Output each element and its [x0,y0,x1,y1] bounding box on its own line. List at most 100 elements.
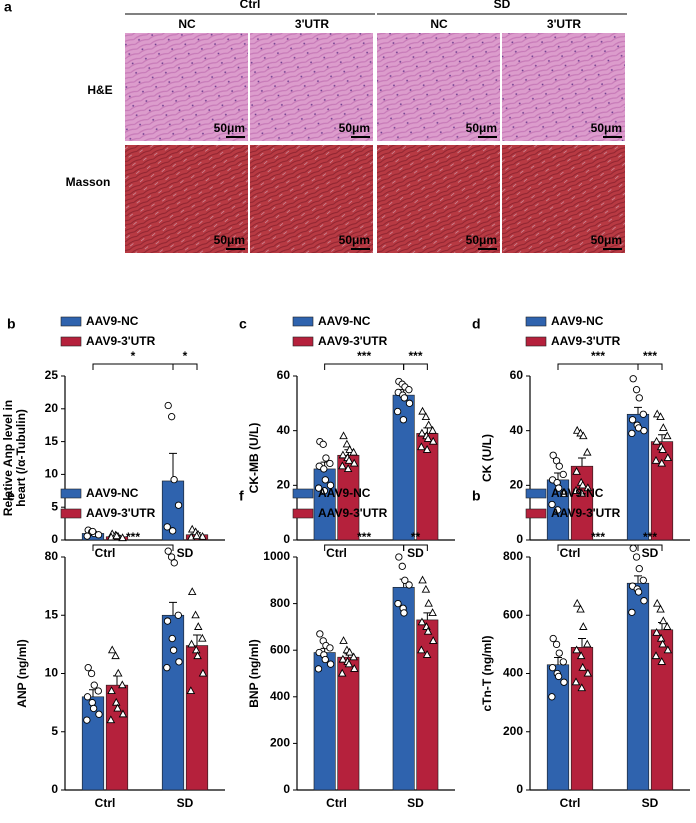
data-point [554,672,563,681]
data-point [400,394,408,402]
data-point [405,386,413,394]
x-tick-label: Ctrl [560,546,581,560]
significance-bracket [403,544,428,551]
data-point [88,698,96,707]
y-tick-label: 0 [516,532,523,546]
y-tick-label: 400 [503,666,523,680]
data-point [83,716,91,724]
bar-chart: b AAV9-NC AAV9-3'UTR Relative Anp level in h… [1,314,225,560]
y-axis-label: CK (U/L) [480,434,494,482]
data-point [559,470,567,479]
scale-bar-label: 50μm [466,233,497,247]
x-tick-label: SD [642,546,659,560]
legend-swatch [60,316,82,327]
significance-label: *** [357,349,371,363]
data-point [90,681,98,689]
data-point [320,465,328,473]
data-point [175,658,183,666]
error-bar [658,434,666,442]
legend-label: AAV9-3'UTR [86,334,156,348]
data-point [571,677,581,686]
data-point [632,386,641,394]
y-tick-label: 200 [270,736,290,750]
significance-bracket [557,363,639,370]
data-point [656,604,665,613]
y-tick-label: 40 [510,423,524,437]
data-point [572,645,581,654]
data-point [583,483,593,492]
data-point [428,425,437,434]
data-point [113,703,122,712]
x-tick-label: SD [407,546,424,560]
micrograph [250,33,373,141]
data-point [107,686,116,695]
data-point [635,394,643,402]
significance-bracket [637,363,663,370]
error-bar [169,601,177,616]
data-point [549,634,557,643]
bar-chart: b AAV9-NC AAV9-3'UTR cTn-T (ng/ml) 0 200 400 60… [472,486,690,810]
data-point [193,651,202,660]
data-point [170,559,178,567]
bar-chart: e AAV9-NC AAV9-3'UTR ANP (ng/ml) 0 5 10 15 80 Ctr… [7,486,225,810]
data-point [428,608,437,616]
micrograph [250,145,373,253]
data-point [164,547,172,555]
legend-label: AAV9-NC [318,314,371,328]
data-point [555,649,563,657]
y-tick-label: 0 [51,782,58,796]
data-point [572,466,581,475]
data-point [94,531,103,539]
significance-bracket [637,544,663,551]
column-label: NC [178,17,196,31]
y-tick-label: 600 [270,642,290,656]
data-point [112,531,121,540]
bar [650,629,674,791]
data-point [114,668,123,677]
data-point [578,662,587,671]
x-tick-label: Ctrl [326,546,347,560]
data-point [577,683,587,692]
error-bar [578,638,586,648]
data-point [548,664,557,672]
y-tick-label: 0 [51,532,58,546]
data-point [663,645,673,654]
data-point [326,459,334,468]
legend-swatch [292,488,314,499]
data-point [191,610,200,619]
data-point [84,664,92,672]
bar-chart: c AAV9-NC AAV9-3'UTR CK-MB (U/L) 0 20 40 60 Ctrl… [239,314,455,560]
y-tick-label: 20 [45,401,59,415]
data-point [326,644,334,652]
data-point [338,450,348,459]
x-tick-label: Ctrl [560,796,581,810]
x-tick-label: SD [407,796,424,810]
data-point [662,622,672,630]
data-point [107,645,117,654]
bar-chart: f AAV9-NC AAV9-3'UTR BNP (ng/ml) 0 200 400 600 8… [239,486,455,810]
x-tick-label: Ctrl [95,796,116,810]
data-point [555,462,563,470]
data-point [628,416,637,424]
y-tick-label: 800 [503,549,523,563]
data-point [398,562,406,570]
data-point [421,584,431,593]
data-point [417,617,427,626]
y-axis-label: Relative Anp level in [1,400,15,516]
data-point [118,709,128,718]
data-point [168,527,177,535]
data-point [167,553,176,561]
data-point [628,429,636,438]
legend-label: AAV9-3'UTR [86,506,156,520]
legend-swatch [292,508,314,519]
y-tick-label: 60 [277,368,291,382]
data-point [652,598,662,607]
scale-bar-label: 50μm [214,233,245,247]
error-bar [634,575,642,584]
y-tick-label: 20 [510,478,524,492]
legend-swatch [292,316,314,327]
y-axis-label: cTn-T (ng/ml) [480,636,494,712]
data-point [659,423,668,431]
data-point [582,447,592,456]
y-tick-label: 0 [283,532,290,546]
